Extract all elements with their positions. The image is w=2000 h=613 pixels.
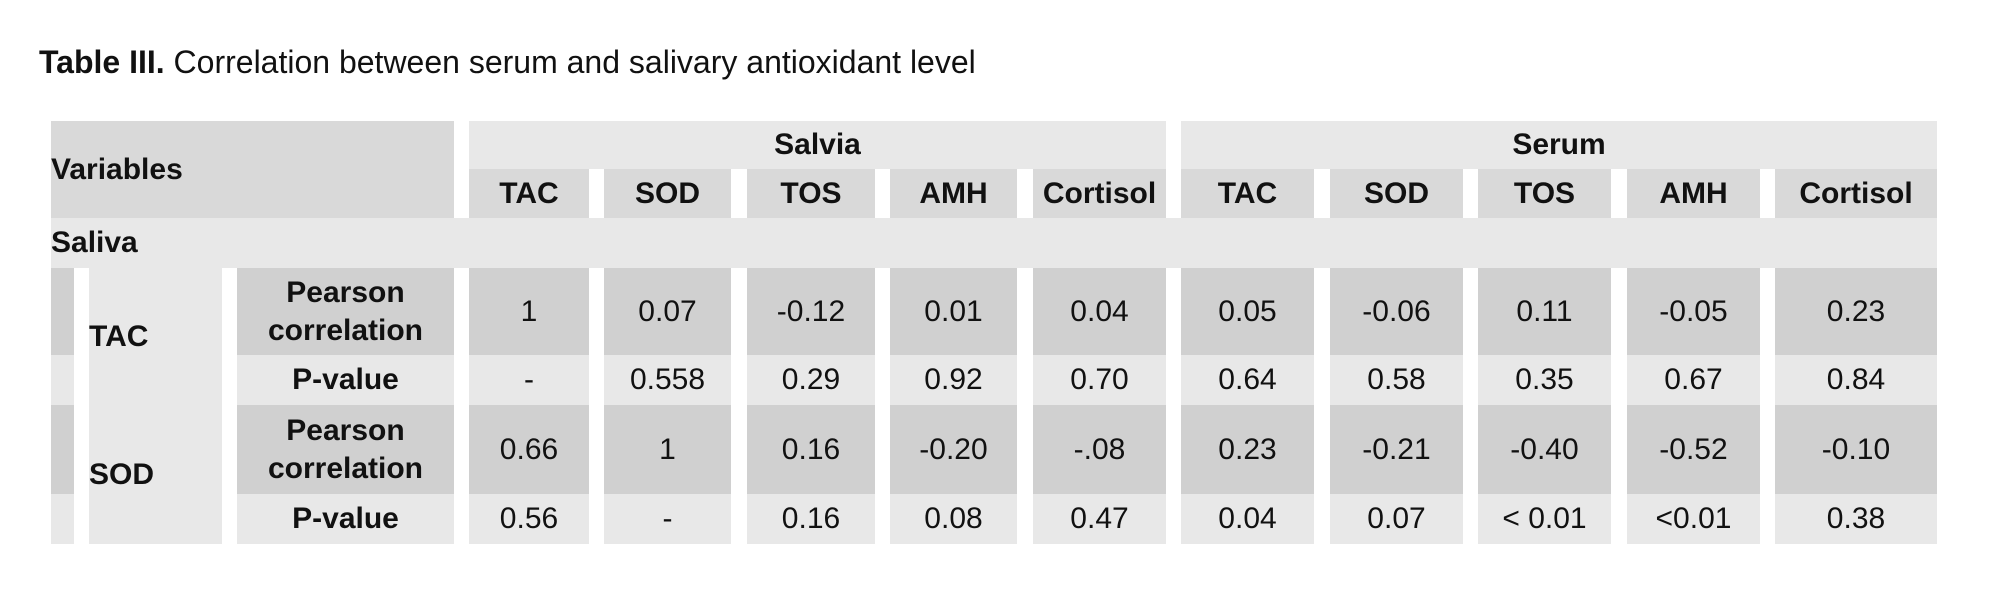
table-cell: 0.558: [604, 355, 731, 405]
table-cell: 0.05: [1181, 268, 1314, 355]
row-label-pvalue: P-value: [237, 355, 454, 405]
column-header: TAC: [1181, 169, 1314, 218]
table-cell: 0.67: [1627, 355, 1760, 405]
table-cell: 0.23: [1181, 405, 1314, 494]
table-cell: -0.05: [1627, 268, 1760, 355]
row-variable-tac: TAC: [89, 268, 222, 405]
table-cell: 0.07: [604, 268, 731, 355]
table-cell: 1: [469, 268, 589, 355]
table-cell: -.08: [1033, 405, 1166, 494]
column-header: Cortisol: [1033, 169, 1166, 218]
table-cell: 0.07: [1330, 494, 1463, 544]
column-header: SOD: [604, 169, 731, 218]
table-cell: -0.52: [1627, 405, 1760, 494]
table-cell: 0.04: [1033, 268, 1166, 355]
column-header: SOD: [1330, 169, 1463, 218]
table-cell: 0.35: [1478, 355, 1611, 405]
table-cell: -: [604, 494, 731, 544]
indent-cell: [51, 268, 74, 355]
variables-header: Variables: [51, 121, 454, 218]
table-cell: 0.38: [1775, 494, 1937, 544]
table-cell: 1: [604, 405, 731, 494]
column-header: Cortisol: [1775, 169, 1937, 218]
column-header: TOS: [1478, 169, 1611, 218]
table-cell: -0.40: [1478, 405, 1611, 494]
column-header: TAC: [469, 169, 589, 218]
table-cell: -0.12: [747, 268, 875, 355]
indent-cell: [51, 405, 74, 494]
indent-cell: [51, 355, 74, 405]
group-header-salvia: Salvia: [469, 121, 1166, 169]
column-header: TOS: [747, 169, 875, 218]
table-title: Correlation between serum and salivary a…: [173, 44, 976, 80]
table-cell: 0.70: [1033, 355, 1166, 405]
table-cell: 0.66: [469, 405, 589, 494]
table-cell: 0.58: [1330, 355, 1463, 405]
row-variable-sod: SOD: [89, 405, 222, 544]
table-cell: -0.10: [1775, 405, 1937, 494]
table-cell: 0.01: [890, 268, 1017, 355]
table-cell: 0.92: [890, 355, 1017, 405]
table-cell: <0.01: [1627, 494, 1760, 544]
table-cell: 0.64: [1181, 355, 1314, 405]
column-header: AMH: [1627, 169, 1760, 218]
table-cell: 0.16: [747, 494, 875, 544]
table-cell: 0.56: [469, 494, 589, 544]
table-cell: -0.06: [1330, 268, 1463, 355]
table-cell: -0.20: [890, 405, 1017, 494]
row-label-pvalue: P-value: [237, 494, 454, 544]
group-header-serum: Serum: [1181, 121, 1937, 169]
row-label-line: P-value: [292, 363, 399, 396]
table-cell: 0.23: [1775, 268, 1937, 355]
table-cell: 0.11: [1478, 268, 1611, 355]
table-cell: 0.04: [1181, 494, 1314, 544]
table-cell: 0.16: [747, 405, 875, 494]
column-header: AMH: [890, 169, 1017, 218]
row-label-line: correlation: [267, 313, 424, 347]
row-label-pearson: Pearson correlation: [237, 405, 454, 494]
table-cell: 0.84: [1775, 355, 1937, 405]
table-cell: < 0.01: [1478, 494, 1611, 544]
indent-cell: [51, 494, 74, 544]
table-cell: 0.08: [890, 494, 1017, 544]
table-label: Table III.: [39, 44, 165, 80]
table-cell: 0.47: [1033, 494, 1166, 544]
row-label-line: Pearson: [286, 275, 405, 309]
row-label-line: Pearson: [286, 413, 405, 447]
row-label-pearson: Pearson correlation: [237, 268, 454, 355]
table-cell: 0.29: [747, 355, 875, 405]
section-row-saliva: Saliva: [51, 218, 1937, 268]
table-cell: -0.21: [1330, 405, 1463, 494]
table-cell: -: [469, 355, 589, 405]
table-caption: Table III. Correlation between serum and…: [39, 42, 976, 82]
row-label-line: P-value: [292, 502, 399, 535]
row-label-line: correlation: [267, 451, 424, 485]
